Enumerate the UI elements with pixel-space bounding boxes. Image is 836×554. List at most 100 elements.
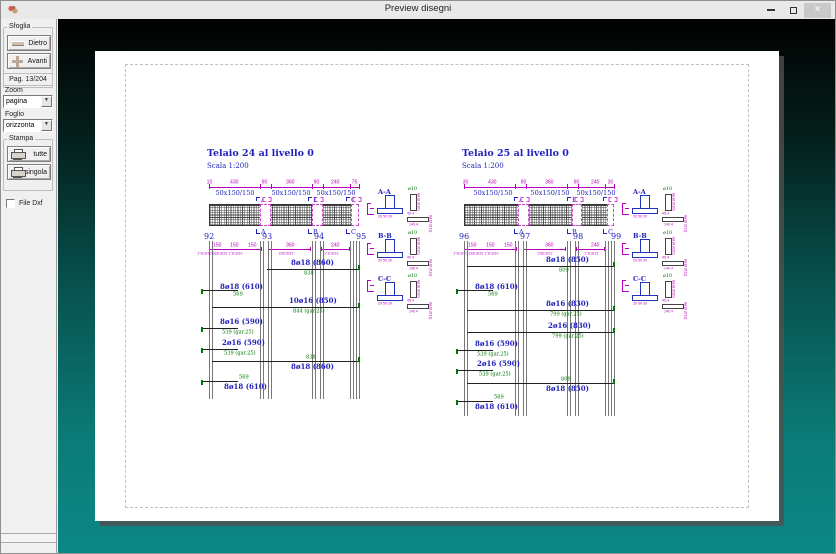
- bar-line: [456, 290, 493, 291]
- sfoglia-group-label: Sfoglia: [7, 23, 33, 30]
- span-size-label: 50x150/150: [271, 189, 311, 197]
- column-line: [356, 241, 357, 399]
- stirrup-label: 23st.8/12: [537, 252, 553, 256]
- bar-label: 8ø16 (590): [475, 339, 518, 348]
- foglio-dropdown-button[interactable]: ▼: [41, 120, 52, 131]
- minimize-icon: [767, 9, 775, 11]
- length-mark-letter: C: [608, 228, 613, 236]
- column-profile-mark: [367, 243, 371, 244]
- printer-icon: [11, 167, 26, 179]
- bar-label: 2ø16 (590): [222, 338, 265, 347]
- section-dim: 45.4: [407, 256, 415, 260]
- bar-length-label: 809: [559, 267, 569, 274]
- bar-end-hook: [613, 379, 615, 384]
- print-all-button[interactable]: tutte: [7, 146, 51, 162]
- section-dim: 45.4: [407, 299, 415, 303]
- minimize-button[interactable]: [760, 3, 782, 18]
- dim-line: [320, 249, 349, 250]
- column-profile-mark: [367, 291, 374, 292]
- column-gap: [571, 204, 582, 226]
- close-icon: ×: [814, 4, 821, 15]
- column-profile-mark: [367, 214, 374, 215]
- dim-label: 240: [590, 243, 600, 249]
- section-stem: [640, 239, 650, 253]
- dietro-label: Dietro: [28, 39, 47, 47]
- bar-length-label: 539 (gar.25): [222, 329, 254, 336]
- dim-tick: [565, 247, 566, 251]
- section-dim: 140.4: [409, 267, 419, 271]
- node-number: 98: [573, 232, 584, 241]
- dim-tick: [320, 247, 322, 251]
- column-line: [570, 241, 571, 416]
- stampa-group-label: Stampa: [7, 135, 36, 142]
- section-cut-mark: [346, 197, 350, 201]
- app-icon: [8, 5, 18, 15]
- section-stem: [385, 239, 395, 253]
- section-dim: 140.4: [409, 223, 419, 227]
- sidebar-footer: [1, 533, 56, 543]
- dim-label: 430: [487, 180, 497, 186]
- file-dxf-checkbox[interactable]: [6, 199, 15, 208]
- file-dxf-label: File Dxf: [19, 200, 43, 207]
- section-bar-label: 8ø18 (611): [428, 302, 432, 320]
- column-line: [312, 241, 313, 399]
- bar-line: [201, 290, 238, 291]
- section-base: [377, 295, 403, 301]
- bar-length-label: 569: [233, 291, 243, 298]
- bar-line: [456, 401, 493, 402]
- bar-length-label: 569: [488, 291, 498, 298]
- bar-label: 8ø18 (860): [291, 362, 334, 371]
- column-profile-mark: [367, 254, 374, 255]
- section-dim: 140.4: [664, 223, 674, 227]
- forward-icon: [12, 56, 23, 67]
- column-gap-mark: [608, 197, 617, 202]
- column-gap-mark: [314, 197, 324, 202]
- column-profile-mark: [367, 243, 368, 255]
- zoom-dropdown-button[interactable]: ▼: [41, 96, 52, 107]
- chevron-down-icon: ▼: [44, 97, 49, 103]
- section-base: [632, 208, 658, 214]
- dim-label: 360: [544, 180, 554, 186]
- column-profile-mark: [367, 280, 371, 281]
- length-mark-letter: B: [313, 228, 318, 236]
- column-line: [270, 241, 272, 399]
- section-dim: 20 50 20: [378, 302, 393, 306]
- bar-end-hook: [456, 400, 458, 405]
- span-size-label: 50x150/150: [576, 189, 616, 197]
- length-mark-letter: A: [261, 228, 266, 236]
- length-mark-letter: B: [572, 228, 577, 236]
- bar-label: 8ø18 (850): [546, 384, 589, 393]
- section-stirrup: [410, 238, 417, 255]
- bar-length-label: 539 (gar.25): [479, 371, 511, 378]
- zoom-select[interactable]: pagina ▼: [3, 95, 53, 108]
- column-line: [522, 241, 524, 416]
- column-profile-mark: [367, 203, 371, 204]
- close-button[interactable]: ×: [804, 2, 831, 18]
- dim-label: 90: [520, 180, 527, 186]
- column-profile-mark: [622, 243, 623, 255]
- section-stirrup: [665, 238, 672, 255]
- dim-label: 150: [503, 243, 513, 249]
- length-mark-letter: A: [519, 228, 524, 236]
- dietro-button[interactable]: Dietro: [7, 35, 51, 51]
- section-bar-label: 8ø18 (611): [428, 215, 432, 233]
- section-stem: [385, 195, 395, 209]
- preview-viewport[interactable]: Telaio 24 al livello 0 Scala 1:200 10 430 90…: [58, 19, 835, 553]
- length-mark: [308, 229, 312, 234]
- column-profile-mark: [367, 280, 368, 292]
- maximize-button[interactable]: [782, 3, 804, 18]
- beam-elevation-band: [209, 204, 359, 226]
- print-single-button[interactable]: singola: [7, 164, 51, 180]
- bar-length-label: 809: [561, 376, 571, 383]
- bar-line: [456, 370, 493, 371]
- avanti-button[interactable]: Avanti: [7, 53, 51, 69]
- section-name: A-A: [378, 188, 391, 196]
- foglio-label: Foglio: [5, 111, 25, 118]
- bar-length-label: 569: [494, 394, 504, 401]
- foglio-select[interactable]: orizzonta ▼: [3, 119, 53, 132]
- bar-line: [467, 383, 614, 384]
- section-dim: 45.4: [662, 212, 670, 216]
- page-margin: [125, 64, 749, 508]
- section-plate: [662, 261, 684, 266]
